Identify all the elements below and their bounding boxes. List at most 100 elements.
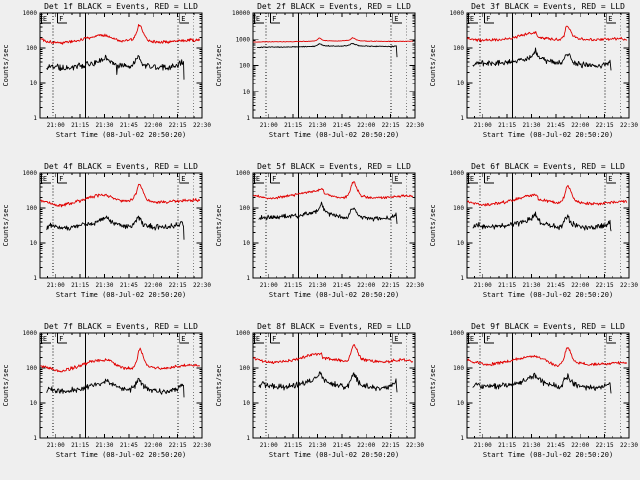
y-tick-label: 100 (453, 45, 464, 52)
flag-letter-F: F (272, 15, 276, 23)
plot-area: 21:00 21:15 21:30 21:45 22:00 22:15 22:30 1 10 10… (2, 330, 211, 459)
series-lld-curve (466, 25, 627, 43)
x-tick-label: 21:00 (473, 122, 491, 129)
flag-letter-E: E (608, 175, 612, 183)
y-axis-label: Counts/sec (429, 364, 437, 406)
plot-area: 21:00 21:15 21:30 21:45 22:00 22:15 22:30 1 10 10… (215, 170, 424, 299)
y-tick-label: 1 (33, 115, 37, 122)
flag-letter-F: F (59, 335, 63, 343)
x-tick-label: 22:15 (595, 282, 613, 289)
flag-letter-F: F (59, 15, 63, 23)
x-tick-label: 22:15 (595, 122, 613, 129)
x-tick-label: 22:15 (382, 122, 400, 129)
flag-letter-F: F (59, 175, 63, 183)
panel-det-2f: Det 2f BLACK = Events, RED = LLD 21:00 21… (213, 0, 426, 160)
panel-det-6f: Det 6f BLACK = Events, RED = LLD 21:00 21… (427, 160, 640, 320)
flag-letter-E: E (470, 335, 474, 343)
y-tick-label: 10 (456, 240, 464, 247)
y-tick-label: 1000 (23, 10, 38, 17)
y-tick-label: 100 (26, 205, 37, 212)
plot-area: 21:00 21:15 21:30 21:45 22:00 22:15 22:30 1 10 10… (429, 10, 638, 139)
x-tick-label: 21:30 (522, 122, 540, 129)
flag-letter-E: E (181, 335, 185, 343)
x-tick-label: 21:30 (522, 282, 540, 289)
y-tick-label: 1 (247, 275, 251, 282)
x-tick-label: 22:00 (571, 442, 589, 449)
x-tick-label: 21:30 (95, 282, 113, 289)
x-tick-label: 22:30 (620, 282, 638, 289)
flag-letter-E: E (470, 15, 474, 23)
flag-letter-E: E (43, 175, 47, 183)
plot-frame (252, 12, 416, 119)
x-tick-label: 21:45 (333, 282, 351, 289)
y-tick-label: 1 (460, 115, 464, 122)
y-tick-label: 1 (33, 435, 37, 442)
x-tick-label: 21:00 (47, 442, 65, 449)
plot-area: 21:00 21:15 21:30 21:45 22:00 22:15 22:30 1 10 10… (215, 330, 424, 459)
flag-letter-E: E (256, 175, 260, 183)
panel-title: Det 6f BLACK = Events, RED = LLD (471, 162, 625, 171)
x-tick-label: 21:45 (333, 442, 351, 449)
series-lld-curve (40, 183, 201, 208)
x-axis-label: Start Time (08-Jul-02 20:50:20) (56, 291, 186, 299)
x-tick-label: 21:45 (120, 282, 138, 289)
y-tick-label: 1 (247, 435, 251, 442)
x-tick-label: 22:15 (169, 122, 187, 129)
flag-letter-F: F (486, 175, 490, 183)
x-tick-label: 22:00 (571, 122, 589, 129)
x-axis-label: Start Time (08-Jul-02 20:50:20) (269, 131, 399, 139)
panel-title: Det 1f BLACK = Events, RED = LLD (44, 2, 198, 11)
x-tick-label: 22:00 (144, 122, 162, 129)
y-tick-label: 10 (456, 80, 464, 87)
x-tick-label: 21:15 (498, 282, 516, 289)
y-axis-label: Counts/sec (429, 44, 437, 86)
series-events-curve (46, 377, 185, 398)
series-events-curve (46, 215, 185, 240)
plot-area: 21:00 21:15 21:30 21:45 22:00 22:15 22:30 1 10 10… (429, 170, 638, 299)
x-axis-label: Start Time (08-Jul-02 20:50:20) (269, 291, 399, 299)
series-lld-curve (40, 24, 201, 45)
flag-letter-E: E (181, 15, 185, 23)
y-tick-label: 1000 (236, 36, 251, 43)
y-tick-label: 1 (460, 275, 464, 282)
x-tick-label: 21:00 (473, 442, 491, 449)
x-tick-label: 22:30 (193, 442, 211, 449)
y-tick-label: 10 (30, 240, 38, 247)
x-tick-label: 21:30 (309, 122, 327, 129)
x-tick-label: 21:00 (260, 442, 278, 449)
flag-letter-E: E (256, 335, 260, 343)
panel-title: Det 5f BLACK = Events, RED = LLD (257, 162, 411, 171)
x-tick-label: 22:30 (620, 122, 638, 129)
panel-det-1f: Det 1f BLACK = Events, RED = LLD 21:00 21… (0, 0, 213, 160)
y-tick-label: 1000 (449, 170, 464, 177)
plot-area: 21:00 21:15 21:30 21:45 22:00 22:15 22:30 1 10 10… (2, 170, 211, 299)
panel-det-5f: Det 5f BLACK = Events, RED = LLD 21:00 21… (213, 160, 426, 320)
flag-letter-F: F (486, 15, 490, 23)
x-tick-label: 21:45 (547, 122, 565, 129)
series-events-curve (472, 47, 612, 71)
y-tick-label: 1 (460, 435, 464, 442)
x-tick-label: 22:00 (144, 442, 162, 449)
x-tick-label: 21:00 (47, 282, 65, 289)
flag-letter-E: E (470, 175, 474, 183)
y-tick-label: 100 (26, 365, 37, 372)
y-tick-label: 100 (453, 365, 464, 372)
x-tick-label: 22:30 (620, 442, 638, 449)
flag-letter-E: E (395, 15, 399, 23)
y-tick-label: 1000 (236, 170, 251, 177)
flag-letter-F: F (272, 175, 276, 183)
plot-frame (39, 332, 203, 439)
y-tick-label: 100 (240, 205, 251, 212)
plot-frame (252, 332, 416, 439)
series-lld-curve (253, 37, 414, 43)
flag-letter-E: E (181, 175, 185, 183)
y-tick-label: 1000 (236, 330, 251, 337)
flag-letter-E: E (43, 335, 47, 343)
panel-det-7f: Det 7f BLACK = Events, RED = LLD 21:00 21… (0, 320, 213, 480)
plot-frame (466, 172, 630, 279)
series-lld-curve (253, 344, 414, 365)
x-tick-label: 22:00 (144, 282, 162, 289)
y-axis-label: Counts/sec (215, 364, 223, 406)
flag-letter-E: E (256, 15, 260, 23)
